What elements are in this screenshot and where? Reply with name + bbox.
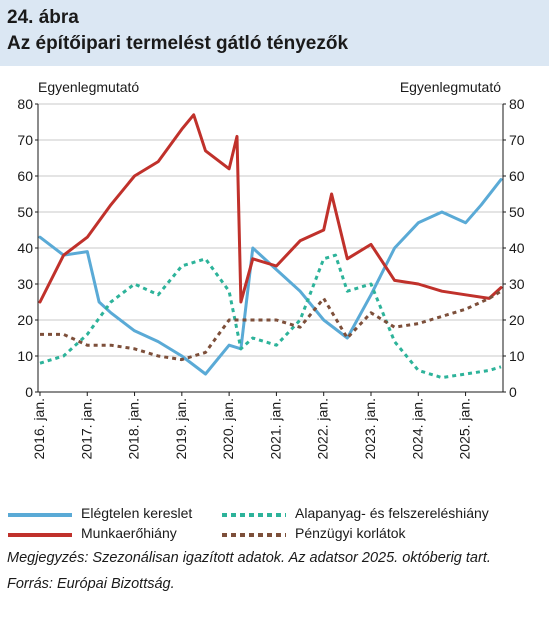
legend-swatch <box>8 513 72 517</box>
notes: Megjegyzés: Szezonálisan igazított adato… <box>7 547 542 595</box>
x-tick-label: 2025. jan. <box>457 398 473 460</box>
y-tick-label-left: 60 <box>17 168 33 184</box>
legend-swatch <box>222 513 286 517</box>
legend-swatch <box>222 533 286 537</box>
x-tick-label: 2022. jan. <box>315 398 331 460</box>
legend-label: Pénzügyi korlátok <box>295 525 406 541</box>
y-tick-label-right: 40 <box>509 240 525 256</box>
y-tick-label-left: 10 <box>17 348 33 364</box>
y-tick-label-right: 0 <box>509 384 517 400</box>
note-text: Megjegyzés: Szezonálisan igazított adato… <box>7 550 491 566</box>
figure-number: 24. ábra <box>7 7 79 28</box>
y-tick-label-left: 50 <box>17 204 33 220</box>
y-tick-label-left: 0 <box>25 384 33 400</box>
x-tick-label: 2021. jan. <box>267 398 283 460</box>
y-axis-label-left: Egyenlegmutató <box>38 79 139 95</box>
y-tick-label-right: 30 <box>509 276 525 292</box>
y-tick-label-right: 70 <box>509 132 525 148</box>
legend-swatch <box>8 533 72 537</box>
y-axis-label-right: Egyenlegmutató <box>400 79 501 95</box>
title-bar: 24. ábra Az építőipari termelést gátló t… <box>0 0 549 66</box>
gridlines <box>38 103 503 357</box>
line-chart: 0 0 10 10 20 20 30 30 40 40 50 50 60 60 70 70 80 80 2016. … <box>17 79 524 460</box>
legend-label: Munkaerőhiány <box>81 525 177 541</box>
legend: Elégtelen kereslet Alapanyag- és felszer… <box>0 505 549 545</box>
figure-title: Az építőipari termelést gátló tényezők <box>7 33 349 54</box>
x-tick-label: 2020. jan. <box>220 398 236 460</box>
x-tick-label: 2016. jan. <box>31 398 47 460</box>
legend-label: Alapanyag- és felszereléshiány <box>295 505 489 521</box>
series-line-4 <box>40 289 502 362</box>
series-line-3 <box>38 113 503 304</box>
y-tick-label-left: 80 <box>17 96 33 112</box>
y-tick-label-right: 60 <box>509 168 525 184</box>
y-tick-label-left: 30 <box>17 276 33 292</box>
axes: 0 0 10 10 20 20 30 30 40 40 50 50 60 60 70 70 80 80 2016. … <box>17 96 524 460</box>
x-tick-label: 2024. jan. <box>409 398 425 460</box>
y-tick-label-right: 10 <box>509 348 525 364</box>
y-tick-label-left: 40 <box>17 240 33 256</box>
x-tick-label: 2023. jan. <box>362 398 378 460</box>
y-tick-label-left: 70 <box>17 132 33 148</box>
y-tick-label-right: 80 <box>509 96 525 112</box>
y-tick-label-right: 20 <box>509 312 525 328</box>
series-lines <box>38 113 503 380</box>
y-tick-label-left: 20 <box>17 312 33 328</box>
legend-label: Elégtelen kereslet <box>81 505 193 521</box>
source-text: Forrás: Európai Bizottság. <box>7 576 175 592</box>
series-line-2 <box>39 253 502 380</box>
x-tick-label: 2018. jan. <box>126 398 142 460</box>
x-tick-label: 2017. jan. <box>78 398 94 460</box>
x-tick-label: 2019. jan. <box>173 398 189 460</box>
y-tick-label-right: 50 <box>509 204 525 220</box>
